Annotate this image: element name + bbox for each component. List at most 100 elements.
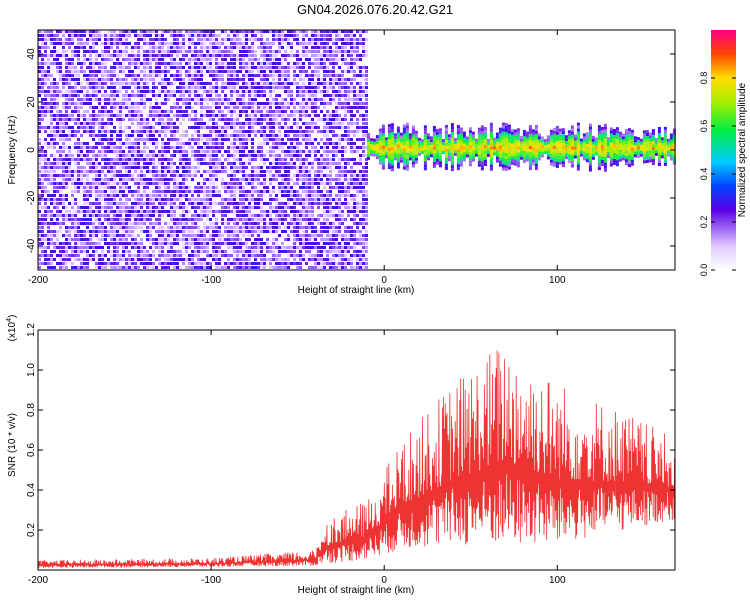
spectrogram-cell bbox=[74, 90, 77, 93]
spectrogram-cell bbox=[161, 234, 164, 237]
spectrogram-cell bbox=[38, 62, 41, 65]
spectrogram-cell bbox=[98, 150, 101, 153]
spectrogram-cell bbox=[230, 142, 233, 145]
spectrogram-cell bbox=[167, 238, 170, 241]
spectrogram-cell bbox=[77, 50, 80, 53]
spectrogram-cell bbox=[191, 198, 194, 201]
spectrogram-cell bbox=[137, 86, 140, 89]
spectrogram-cell bbox=[284, 210, 287, 213]
spectrogram-cell bbox=[212, 86, 215, 89]
spectrogram-cell bbox=[107, 258, 110, 261]
spectrogram-cell bbox=[236, 262, 239, 265]
spectrogram-cell bbox=[41, 234, 44, 237]
spectrogram-cell bbox=[77, 158, 80, 161]
spectrogram-cell bbox=[113, 50, 116, 53]
spectrogram-cell bbox=[224, 158, 227, 161]
spectrogram-cell bbox=[266, 38, 269, 41]
spectrogram-cell bbox=[284, 214, 287, 217]
spectrogram-cell bbox=[224, 218, 227, 221]
spectrogram-cell bbox=[212, 50, 215, 53]
spectrogram-cell bbox=[296, 130, 299, 133]
spectrogram-cell bbox=[161, 146, 164, 149]
spectrogram-cell bbox=[89, 238, 92, 241]
spectrogram-cell bbox=[290, 126, 293, 129]
spectrogram-cell bbox=[131, 94, 134, 97]
spectrogram-cell bbox=[335, 82, 338, 85]
spectrogram-cell bbox=[71, 190, 74, 193]
spectrogram-cell bbox=[260, 66, 263, 69]
spectrogram-cell bbox=[110, 70, 113, 73]
spectrogram-cell bbox=[122, 206, 125, 209]
spectrogram-cell bbox=[338, 82, 341, 85]
spectrogram-cell bbox=[140, 218, 143, 221]
spectrogram-cell bbox=[194, 54, 197, 57]
spectrogram-cell bbox=[143, 166, 146, 169]
spectrogram-cell bbox=[59, 214, 62, 217]
spectrogram-cell bbox=[233, 90, 236, 93]
spectrogram-cell bbox=[320, 46, 323, 49]
spectrogram-cell bbox=[161, 242, 164, 245]
spectrogram-cell bbox=[245, 70, 248, 73]
spectrogram-cell bbox=[281, 42, 284, 45]
spectrogram-cell bbox=[62, 146, 65, 149]
spectrogram-cell bbox=[188, 82, 191, 85]
spectrogram-cell bbox=[194, 114, 197, 117]
spectrogram-cell bbox=[62, 42, 65, 45]
spectrogram-cell bbox=[68, 154, 71, 157]
spectrogram-cell bbox=[50, 54, 53, 57]
spectrogram-cell bbox=[248, 138, 251, 141]
spectrogram-cell bbox=[293, 106, 296, 109]
spectrogram-cell bbox=[221, 210, 224, 213]
spectrogram-cell bbox=[143, 202, 146, 205]
spectrogram-cell bbox=[50, 38, 53, 41]
spectrogram-cell bbox=[173, 170, 176, 173]
spectrogram-cell bbox=[248, 210, 251, 213]
spectrogram-cell bbox=[128, 190, 131, 193]
spectrogram-cell bbox=[278, 78, 281, 81]
spectrogram-cell bbox=[197, 214, 200, 217]
spectrogram-cell bbox=[329, 182, 332, 185]
spectrogram-cell bbox=[341, 86, 344, 89]
spectrogram-cell bbox=[245, 154, 248, 157]
spectrogram-cell bbox=[200, 46, 203, 49]
spectrogram-cell bbox=[122, 30, 125, 33]
spectrogram-cell bbox=[302, 66, 305, 69]
spectrogram-cell bbox=[101, 230, 104, 233]
spectrogram-cell bbox=[221, 42, 224, 45]
spectrogram-cell bbox=[296, 266, 299, 269]
spectrogram-cell bbox=[215, 250, 218, 253]
spectrogram-cell bbox=[140, 170, 143, 173]
spectrogram-cell bbox=[275, 226, 278, 229]
spectrogram-cell bbox=[239, 98, 242, 101]
spectrogram-cell bbox=[251, 266, 254, 269]
spectrogram-cell bbox=[116, 238, 119, 241]
spectrogram-cell bbox=[284, 102, 287, 105]
spectrogram-cell bbox=[164, 114, 167, 117]
spectrogram-cell bbox=[305, 106, 308, 109]
spectrogram-cell bbox=[152, 78, 155, 81]
spectrogram-cell bbox=[326, 54, 329, 57]
spectrogram-cell bbox=[221, 146, 224, 149]
spectrogram-cell bbox=[122, 234, 125, 237]
spectrogram-cell bbox=[239, 70, 242, 73]
spectrogram-cell bbox=[41, 46, 44, 49]
spectrogram-cell bbox=[347, 66, 350, 69]
spectrogram-cell bbox=[218, 210, 221, 213]
spectrogram-cell bbox=[140, 158, 143, 161]
spectrogram-cell bbox=[260, 134, 263, 137]
spectrogram-cell bbox=[122, 250, 125, 253]
spectrogram-cell bbox=[230, 126, 233, 129]
spectrogram-cell bbox=[110, 118, 113, 121]
spectrogram-cell bbox=[68, 218, 71, 221]
spectrogram-cell bbox=[77, 162, 80, 165]
spectrogram-cell bbox=[188, 166, 191, 169]
spectrogram-cell bbox=[200, 42, 203, 45]
spectrogram-cell bbox=[260, 174, 263, 177]
spectrogram-cell bbox=[140, 62, 143, 65]
spectrogram-cell bbox=[62, 206, 65, 209]
spectrogram-cell bbox=[338, 78, 341, 81]
spectrogram-cell bbox=[242, 62, 245, 65]
spectrogram-cell bbox=[221, 90, 224, 93]
spectrogram-cell bbox=[83, 202, 86, 205]
spectrogram-cell bbox=[182, 114, 185, 117]
